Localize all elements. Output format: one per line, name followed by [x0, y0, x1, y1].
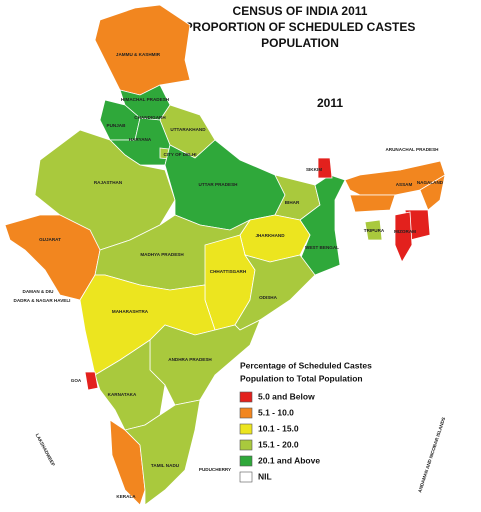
legend-label: NIL: [258, 471, 272, 481]
place-label: PUDUCHERRY: [199, 467, 231, 472]
state-label: KERALA: [116, 494, 136, 499]
year: 2011: [317, 96, 343, 110]
place-label: ANDAMAN AND NICOBAR ISLANDS: [417, 417, 446, 494]
legend-label: 20.1 and Above: [258, 455, 320, 465]
state-region: [94, 4, 191, 96]
state-label: UTTAR PRADESH: [199, 182, 239, 187]
state-label: CITY OF DELHI: [163, 152, 196, 157]
title-line: POPULATION: [261, 36, 339, 50]
place-label: DAMAN & DIU: [23, 289, 55, 294]
title-line: PROPORTION OF SCHEDULED CASTES: [185, 20, 416, 34]
legend-swatch: [239, 439, 253, 451]
state-label: JHARKHAND: [255, 233, 285, 238]
legend-label: 15.1 - 20.0: [258, 439, 299, 449]
state-label: MAHARASHTRA: [112, 309, 149, 314]
state-label: JAMMU & KASHMIR: [116, 52, 161, 57]
state-region: [317, 157, 333, 179]
legend-label: 5.1 - 10.0: [258, 407, 294, 417]
state-label: ASSAM: [396, 182, 413, 187]
state-label: ARUNACHAL PRADESH: [385, 147, 439, 152]
state-label: WEST BENGAL: [305, 245, 339, 250]
state-region: [84, 371, 99, 391]
state-label: MADHYA PRADESH: [140, 252, 184, 257]
state-label: GOA: [71, 378, 82, 383]
legend-swatch: [239, 407, 253, 419]
legend: Percentage of Scheduled Castes Populatio…: [239, 360, 372, 483]
legend-label: 5.0 and Below: [258, 391, 315, 401]
state-label: CHHATTISGARH: [210, 269, 247, 274]
state-region: [4, 214, 101, 301]
state-region: [394, 211, 413, 263]
state-region: [369, 139, 456, 173]
state-region: [124, 399, 201, 506]
state-label: TAMIL NADU: [151, 463, 180, 468]
state-region: [419, 174, 446, 211]
legend-title: Percentage of Scheduled Castes: [240, 360, 372, 370]
state-region: [349, 194, 396, 213]
state-label: GUJARAT: [39, 237, 61, 242]
place-label: DADRA & NAGAR HAVELI: [14, 298, 71, 303]
legend-label: 10.1 - 15.0: [258, 423, 299, 433]
state-label: ODISHA: [259, 295, 278, 300]
state-label: RAJASTHAN: [94, 180, 123, 185]
legend-swatch: [239, 471, 253, 483]
legend-title: Population to Total Population: [240, 373, 363, 383]
state-label: HARYANA: [129, 137, 152, 142]
title-line: CENSUS OF INDIA 2011: [233, 4, 368, 18]
state-label: SIKKIM: [306, 167, 322, 172]
place-label: CHANDIGARH: [134, 115, 166, 120]
legend-swatch: [239, 423, 253, 435]
state-label: TRIPURA: [364, 228, 385, 233]
state-label: UTTARAKHAND: [170, 127, 206, 132]
legend-swatch: [239, 455, 253, 467]
state-label: NAGALAND: [417, 180, 444, 185]
state-label: BIHAR: [285, 200, 300, 205]
state-label: KARNATAKA: [108, 392, 137, 397]
state-region: [364, 219, 383, 241]
place-label: LAKSHADWEEP: [35, 433, 56, 467]
state-label: PUNJAB: [107, 123, 127, 128]
state-label: ANDHRA PRADESH: [168, 357, 212, 362]
regions: [4, 4, 456, 506]
legend-swatch: [239, 391, 253, 403]
state-label: MIZORAM: [394, 229, 416, 234]
state-region: [299, 174, 346, 276]
state-label: HIMACHAL PRADESH: [121, 97, 170, 102]
